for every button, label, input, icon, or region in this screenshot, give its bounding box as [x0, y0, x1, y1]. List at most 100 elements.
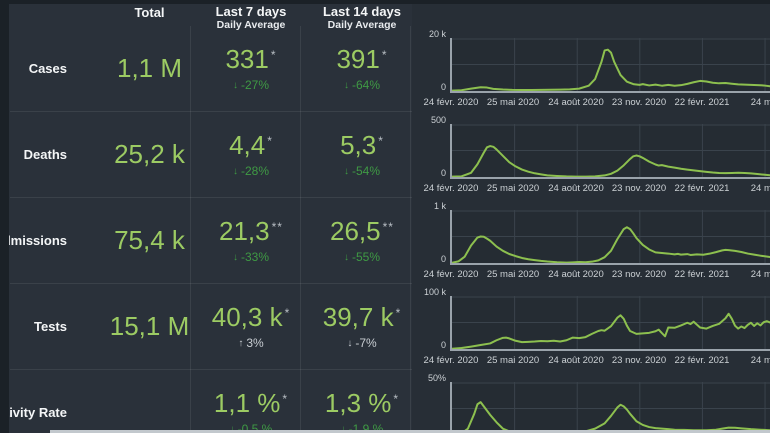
chart-admissions: 1 k 0 24 févr. 2020 25 mai 2020 24 août 2020…	[412, 197, 770, 283]
x-tick-label: 25 mai 2020	[486, 183, 540, 194]
arrow-down-icon: ↓	[340, 424, 346, 433]
last14-value-line: 5,3 *	[340, 130, 384, 165]
cases-last14-cell: 391 * ↓ -64%	[300, 25, 412, 111]
cases-last7-cell: 331 * ↓ -27%	[190, 25, 300, 111]
tests-sparkline[interactable]	[450, 296, 770, 351]
positivity-rate-sparkline[interactable]	[450, 382, 770, 433]
cases-sparkline[interactable]	[450, 38, 770, 93]
y-axis-min-label: 0	[440, 168, 446, 178]
row-label-tests: Tests	[34, 318, 67, 334]
x-tick-label: 23 nov. 2020	[611, 355, 667, 366]
metric-row-cases: Cases 1,1 M 331 * ↓ -27% 391 * ↓ -64% 20 k 0 24 févr…	[0, 25, 770, 111]
column-divider-2	[300, 26, 301, 433]
last14-change-percent: -1,9 %	[348, 422, 384, 433]
last14-change-percent: -7%	[355, 336, 377, 350]
trend-line	[452, 50, 770, 91]
chart-deaths: 500 0 24 févr. 2020 25 mai 2020 24 août 2020…	[412, 111, 770, 197]
admissions-last7-cell: 21,3 ** ↓ -33%	[190, 197, 300, 283]
last14-change-percent: -54%	[351, 164, 380, 178]
deaths-last14-cell: 5,3 * ↓ -54%	[300, 111, 412, 197]
cases-trend-svg	[452, 38, 770, 91]
x-tick-label: 23 nov. 2020	[611, 97, 667, 108]
last14-change: ↓ -64%	[344, 79, 380, 92]
footnote-marker: *	[270, 48, 277, 62]
last7-value-line: 331 *	[225, 44, 276, 79]
trend-line	[452, 402, 770, 433]
last14-change-percent: -55%	[351, 250, 380, 264]
last14-value-line: 39,7 k *	[323, 302, 402, 337]
total-value: 1,1 M	[116, 53, 183, 83]
admissions-trend-svg	[452, 210, 770, 263]
last14-change: ↓ -1,9 %	[341, 423, 384, 433]
last7-value-line: 1,1 % *	[214, 388, 288, 423]
arrow-up-icon: ↑	[238, 338, 244, 349]
total-header-label: Total	[134, 5, 165, 20]
x-tick-label: 24 mai	[750, 97, 770, 108]
column-header-total: Total	[95, 0, 190, 31]
row-label-positivity-rate: Positivity Rate	[0, 404, 67, 420]
last14-value: 26,5	[330, 216, 381, 246]
positivity-rate-last14-cell: 1,3 % * ↓ -1,9 %	[300, 369, 412, 433]
last14-value: 391	[336, 44, 380, 74]
last14-value-line: 26,5 **	[330, 216, 394, 251]
x-tick-label: 22 févr. 2021	[674, 97, 730, 108]
last7-change: ↓ -33%	[233, 251, 269, 264]
tests-last14-cell: 39,7 k * ↓ -7%	[300, 283, 412, 369]
last7-change: ↑ 3%	[238, 337, 263, 350]
total-value: 75,4 k	[114, 225, 185, 255]
last14-change: ↓ -54%	[344, 165, 380, 178]
row-label-admissions: Admissions	[0, 232, 67, 248]
chart-tests: 100 k 0 24 févr. 2020 25 mai 2020 24 août 20…	[412, 283, 770, 369]
last14-value-line: 1,3 % *	[325, 388, 399, 423]
last7-value-line: 4,4 *	[229, 130, 273, 165]
last14-change: ↓ -7%	[347, 337, 376, 350]
y-axis-min-label: 0	[440, 82, 446, 92]
arrow-down-icon: ↓	[343, 80, 349, 91]
last14-subheader-label: Daily Average	[327, 19, 397, 31]
admissions-sparkline[interactable]	[450, 210, 770, 265]
deaths-trend-svg	[452, 124, 770, 177]
last7-change-percent: -27%	[240, 78, 269, 92]
footnote-marker: **	[382, 220, 394, 234]
last7-change: ↓ -28%	[233, 165, 269, 178]
deaths-total-cell: 25,2 k	[95, 111, 190, 197]
x-tick-label: 23 nov. 2020	[611, 183, 667, 194]
arrow-down-icon: ↓	[347, 338, 353, 349]
last7-value: 21,3	[219, 216, 270, 246]
row-label-deaths: Deaths	[23, 146, 67, 162]
x-tick-label: 25 mai 2020	[486, 269, 540, 280]
footnote-marker: *	[267, 134, 273, 148]
trend-line	[452, 227, 770, 263]
last7-change: ↓ -27%	[233, 79, 269, 92]
arrow-down-icon: ↓	[343, 166, 349, 177]
last7-header-label: Last 7 days	[215, 4, 287, 19]
footnote-marker: *	[284, 306, 291, 320]
positivity-rate-total-cell	[95, 369, 190, 433]
x-tick-label: 25 mai 2020	[486, 97, 540, 108]
metric-row-admissions: Admissions 75,4 k 21,3 ** ↓ -33% 26,5 ** ↓ -55% 1 …	[0, 197, 770, 283]
tests-last7-cell: 40,3 k * ↑ 3%	[190, 283, 300, 369]
last14-value: 39,7 k	[322, 302, 394, 332]
arrow-down-icon: ↓	[343, 252, 349, 263]
metric-row-deaths: Deaths 25,2 k 4,4 * ↓ -28% 5,3 * ↓ -54% 500 0 24 fév…	[0, 111, 770, 197]
arrow-down-icon: ↓	[232, 166, 238, 177]
total-value: 15,1 M	[109, 311, 190, 341]
y-axis-max-label: 20 k	[428, 29, 446, 39]
last7-value: 1,1 %	[213, 388, 281, 418]
arrow-down-icon: ↓	[232, 252, 238, 263]
y-axis-max-label: 100 k	[423, 287, 446, 297]
column-divider-1	[190, 26, 191, 433]
y-axis-max-label: 500	[430, 115, 446, 125]
row-divider-4	[10, 369, 412, 370]
x-tick-label: 24 févr. 2020	[423, 355, 479, 366]
x-tick-label: 24 août 2020	[548, 355, 604, 366]
deaths-sparkline[interactable]	[450, 124, 770, 179]
x-tick-label: 24 mai	[750, 183, 770, 194]
tests-x-axis-labels: 24 févr. 2020 25 mai 2020 24 août 2020 23 n…	[424, 355, 770, 367]
trend-line	[452, 146, 770, 177]
deaths-last7-cell: 4,4 * ↓ -28%	[190, 111, 300, 197]
last7-change-percent: -28%	[240, 164, 269, 178]
column-header-last7: Last 7 days Daily Average	[190, 0, 300, 31]
